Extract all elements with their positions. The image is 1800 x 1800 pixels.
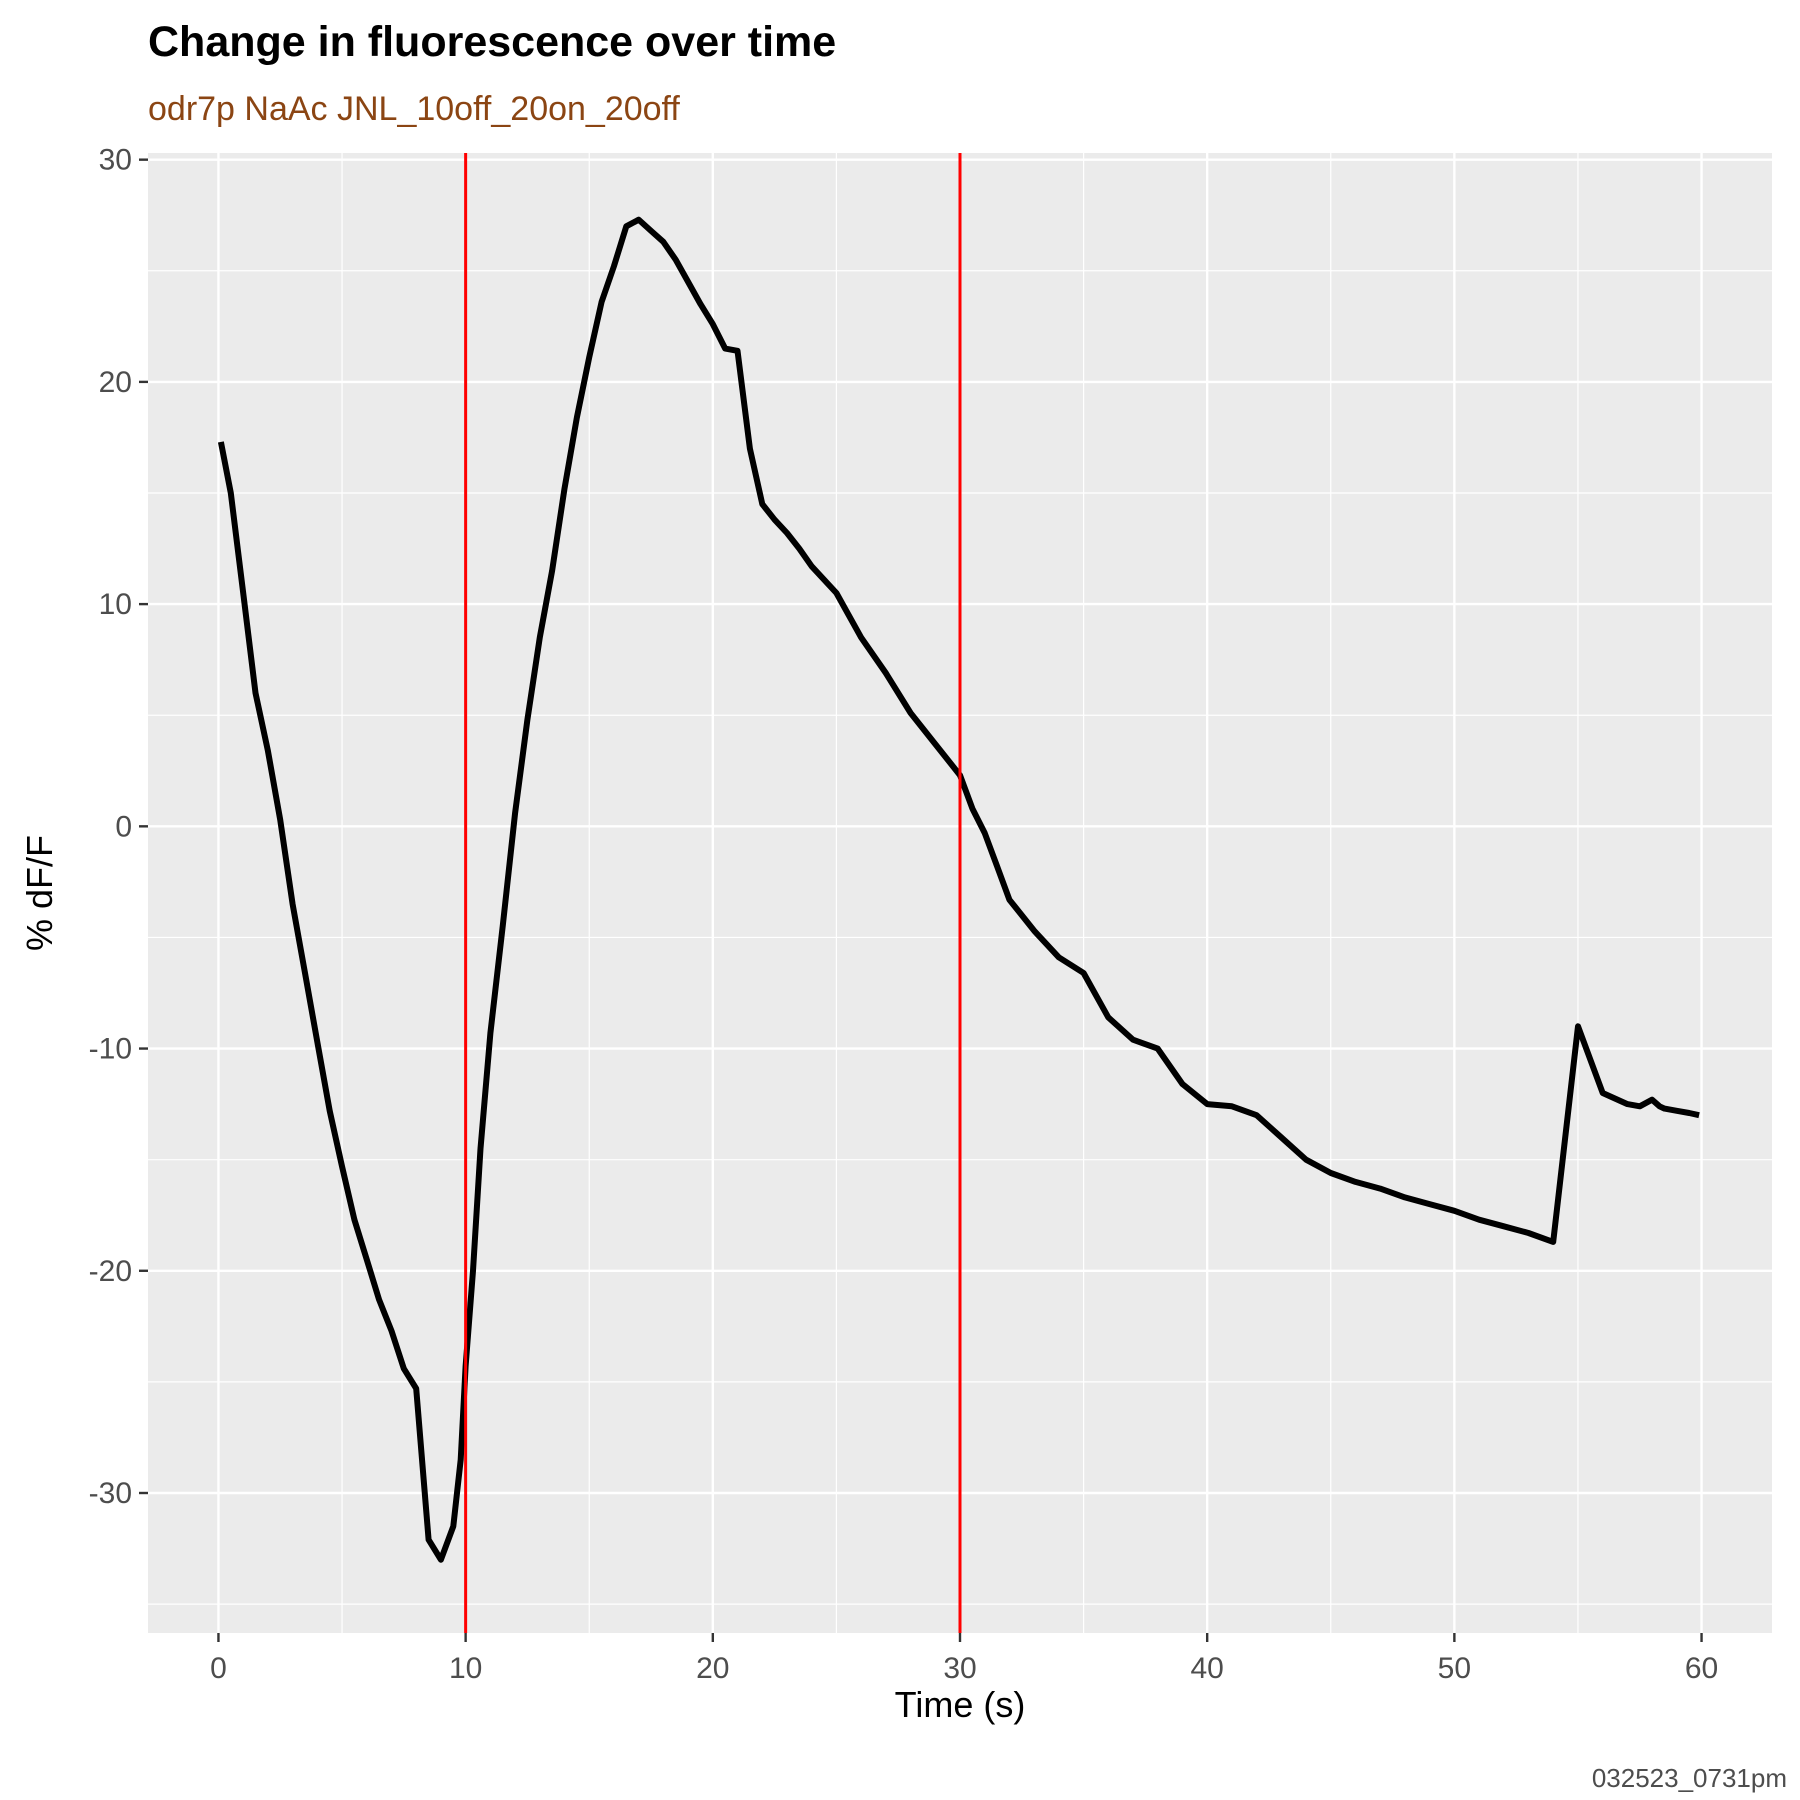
- y-tick-label: -20: [89, 1255, 132, 1288]
- y-tick-label: 20: [99, 366, 132, 399]
- x-tick-label: 10: [449, 1652, 482, 1685]
- x-tick-label: 0: [210, 1652, 227, 1685]
- y-axis-title: % dF/F: [19, 835, 60, 951]
- chart-subtitle: odr7p NaAc JNL_10off_20on_20off: [148, 90, 680, 128]
- x-axis-title: Time (s): [895, 1684, 1026, 1725]
- y-tick-label: 30: [99, 144, 132, 177]
- x-tick-label: 50: [1438, 1652, 1471, 1685]
- y-axis-ticks: -30 -20 -10 0 10 20 30: [89, 144, 148, 1510]
- y-tick-label: -30: [89, 1477, 132, 1510]
- chart-title: Change in fluorescence over time: [148, 18, 836, 66]
- x-axis-ticks: 0 10 20 30 40 50 60: [210, 1633, 1718, 1685]
- vertical-marker-lines: [464, 153, 962, 1633]
- y-tick-label: 10: [99, 588, 132, 621]
- x-tick-label: 30: [943, 1652, 976, 1685]
- x-tick-label: 60: [1685, 1652, 1718, 1685]
- y-tick-label: 0: [115, 810, 132, 843]
- x-tick-label: 40: [1190, 1652, 1223, 1685]
- series-line: [217, 216, 1700, 1563]
- chart-caption: 032523_0731pm: [1592, 1763, 1787, 1793]
- x-tick-label: 20: [696, 1652, 729, 1685]
- y-tick-label: -10: [89, 1033, 132, 1066]
